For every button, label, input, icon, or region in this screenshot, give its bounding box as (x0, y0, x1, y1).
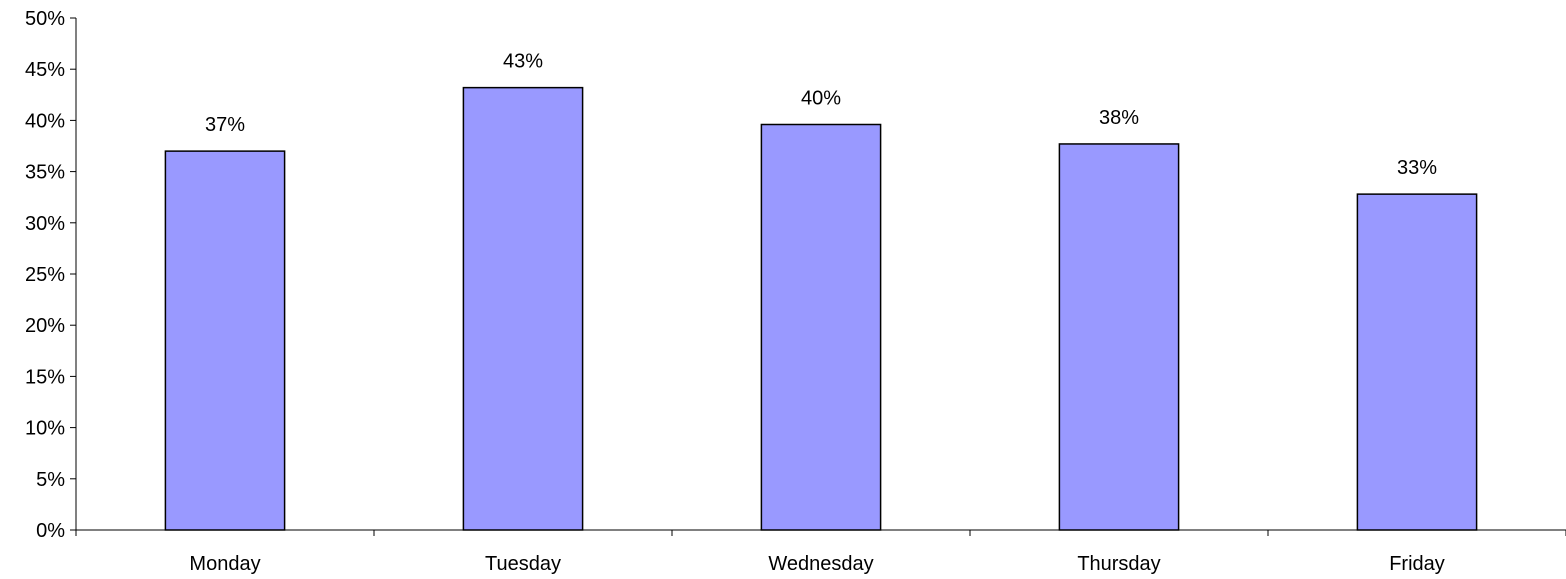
data-label-thursday: 38% (1099, 107, 1139, 129)
bar-tuesday (462, 86, 584, 531)
data-labels: 37% 43% 40% 38% 33% (205, 51, 1437, 179)
y-tick-label: 5% (36, 469, 65, 491)
x-category-label: Wednesday (768, 553, 873, 575)
data-label-wednesday: 40% (801, 87, 841, 109)
bar-thursday (1058, 143, 1180, 531)
x-category-label: Friday (1389, 553, 1445, 575)
x-category-label: Monday (189, 553, 260, 575)
y-tick-label: 20% (25, 315, 65, 337)
y-tick-label: 10% (25, 418, 65, 440)
data-label-tuesday: 43% (503, 51, 543, 73)
y-tick-label: 0% (36, 520, 65, 542)
bar-friday (1356, 193, 1478, 531)
bars (164, 86, 1478, 531)
y-tick-label: 30% (25, 213, 65, 235)
x-axis: Monday Tuesday Wednesday Thursday Friday (75, 529, 1566, 575)
bar-wednesday (760, 123, 882, 531)
data-label-monday: 37% (205, 114, 245, 136)
x-category-label: Tuesday (485, 553, 561, 575)
y-tick-label: 25% (25, 264, 65, 286)
y-tick-label: 35% (25, 162, 65, 184)
y-tick-label: 15% (25, 366, 65, 388)
y-axis: 0% 5% 10% 15% 20% 25% 30% 35% 40% 45% 50% (25, 8, 77, 542)
y-tick-label: 50% (25, 8, 65, 30)
data-label-friday: 33% (1397, 157, 1437, 179)
bar-monday (164, 150, 286, 531)
x-category-label: Thursday (1077, 553, 1160, 575)
y-tick-label: 40% (25, 110, 65, 132)
y-tick-label: 45% (25, 59, 65, 81)
